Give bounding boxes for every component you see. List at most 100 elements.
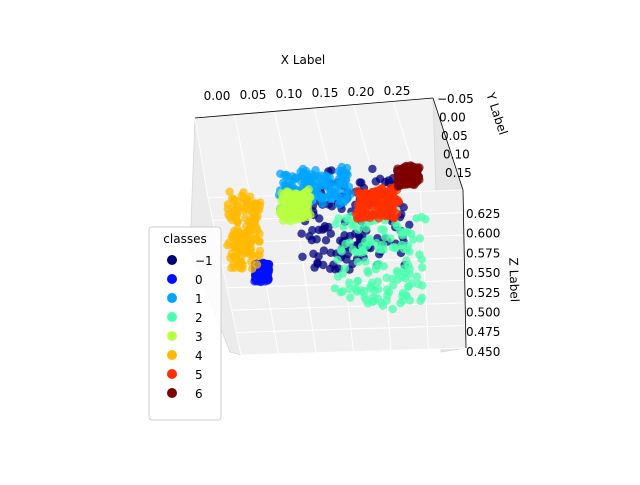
data-point [405,247,414,256]
x-tick-label: 0.10 [276,87,303,101]
data-point [318,199,327,208]
z-tick-label: 0.575 [466,246,500,260]
series-4 [223,187,265,273]
data-point [392,267,402,276]
data-point [283,196,293,205]
data-point [229,252,239,262]
data-point [405,220,414,229]
legend-entries: −1 0 1 2 3 4 5 6 [167,254,213,401]
data-point [239,188,248,197]
data-point [359,198,369,208]
data-point [333,272,343,281]
data-point [380,205,390,215]
data-point [298,164,308,174]
data-point [338,287,347,296]
x-tick-label: 0.15 [312,86,339,100]
data-point [383,291,392,300]
data-point [339,222,348,231]
data-point [390,243,400,252]
data-point [398,231,407,240]
x-axis-line [194,97,434,119]
data-point [242,197,252,206]
data-point [334,192,343,201]
data-point [348,221,357,230]
data-point [244,247,253,256]
data-point [308,226,317,235]
data-point [225,187,234,196]
grid-line [234,114,251,197]
data-point [298,210,307,219]
data-point [366,284,375,293]
data-point [417,293,427,302]
data-point [380,232,390,242]
data-point [325,173,334,182]
data-point [393,275,402,284]
data-point [384,176,393,185]
legend-label: 0 [195,273,203,287]
data-point [321,193,331,202]
data-point [298,252,307,261]
data-point [375,174,385,183]
data-point [280,171,289,180]
data-point [234,239,243,248]
z-tick-label: 0.550 [466,266,500,280]
y-tick-label: 0.10 [443,148,470,162]
data-point [227,263,236,273]
x-tick-label: 0.05 [240,88,267,102]
data-point [379,262,388,271]
data-point [359,287,369,296]
data-point [336,245,346,254]
data-point [379,225,388,234]
data-point [376,188,385,197]
data-point [302,198,311,207]
y-tick-label: 0.05 [441,129,468,143]
data-point [319,260,328,270]
data-point [373,277,382,286]
data-point [382,285,392,294]
axis-lines [194,97,467,349]
data-point [315,192,324,201]
grid-line [236,324,466,334]
series-3 [275,185,315,226]
legend-marker [167,255,177,265]
data-point [308,172,318,181]
data-point [387,210,396,220]
data-point [388,304,397,314]
data-point [294,195,304,204]
legend-marker [167,388,177,398]
z-tick-label: 0.525 [466,286,500,300]
data-point [368,164,377,174]
data-point [352,287,361,296]
data-point [401,291,411,300]
data-point [311,184,321,193]
legend-marker [167,331,177,341]
z-axis-label: Z Label [506,257,522,302]
x-tick-label: 0.25 [384,84,411,98]
y-axis-line [432,97,464,191]
data-point [309,249,318,258]
data-point [376,245,385,254]
data-point [327,166,336,175]
data-point [388,281,398,290]
data-point [310,263,319,272]
y-tick-label: 0.15 [445,166,472,180]
legend: classes −1 0 1 2 3 4 5 6 [148,226,222,421]
x-axis-label: X Label [281,53,325,67]
legend-marker [167,274,177,284]
series-5 [352,182,404,223]
data-point [250,274,260,284]
data-point [337,168,346,177]
z-tick-labels: 0.625 0.600 0.575 0.550 0.525 0.500 0.475 0.450 [466,207,500,359]
scatter-points [223,161,430,314]
data-point [297,229,306,238]
data-point [341,239,350,249]
data-point [412,272,422,281]
data-point [290,175,299,184]
data-point [355,178,364,187]
x-tick-labels: 0.00 0.05 0.10 0.15 0.20 0.25 [204,84,411,103]
data-point [251,199,261,209]
data-point [247,220,256,229]
legend-label: 5 [195,368,203,382]
data-point [390,198,399,208]
data-point [327,202,337,211]
